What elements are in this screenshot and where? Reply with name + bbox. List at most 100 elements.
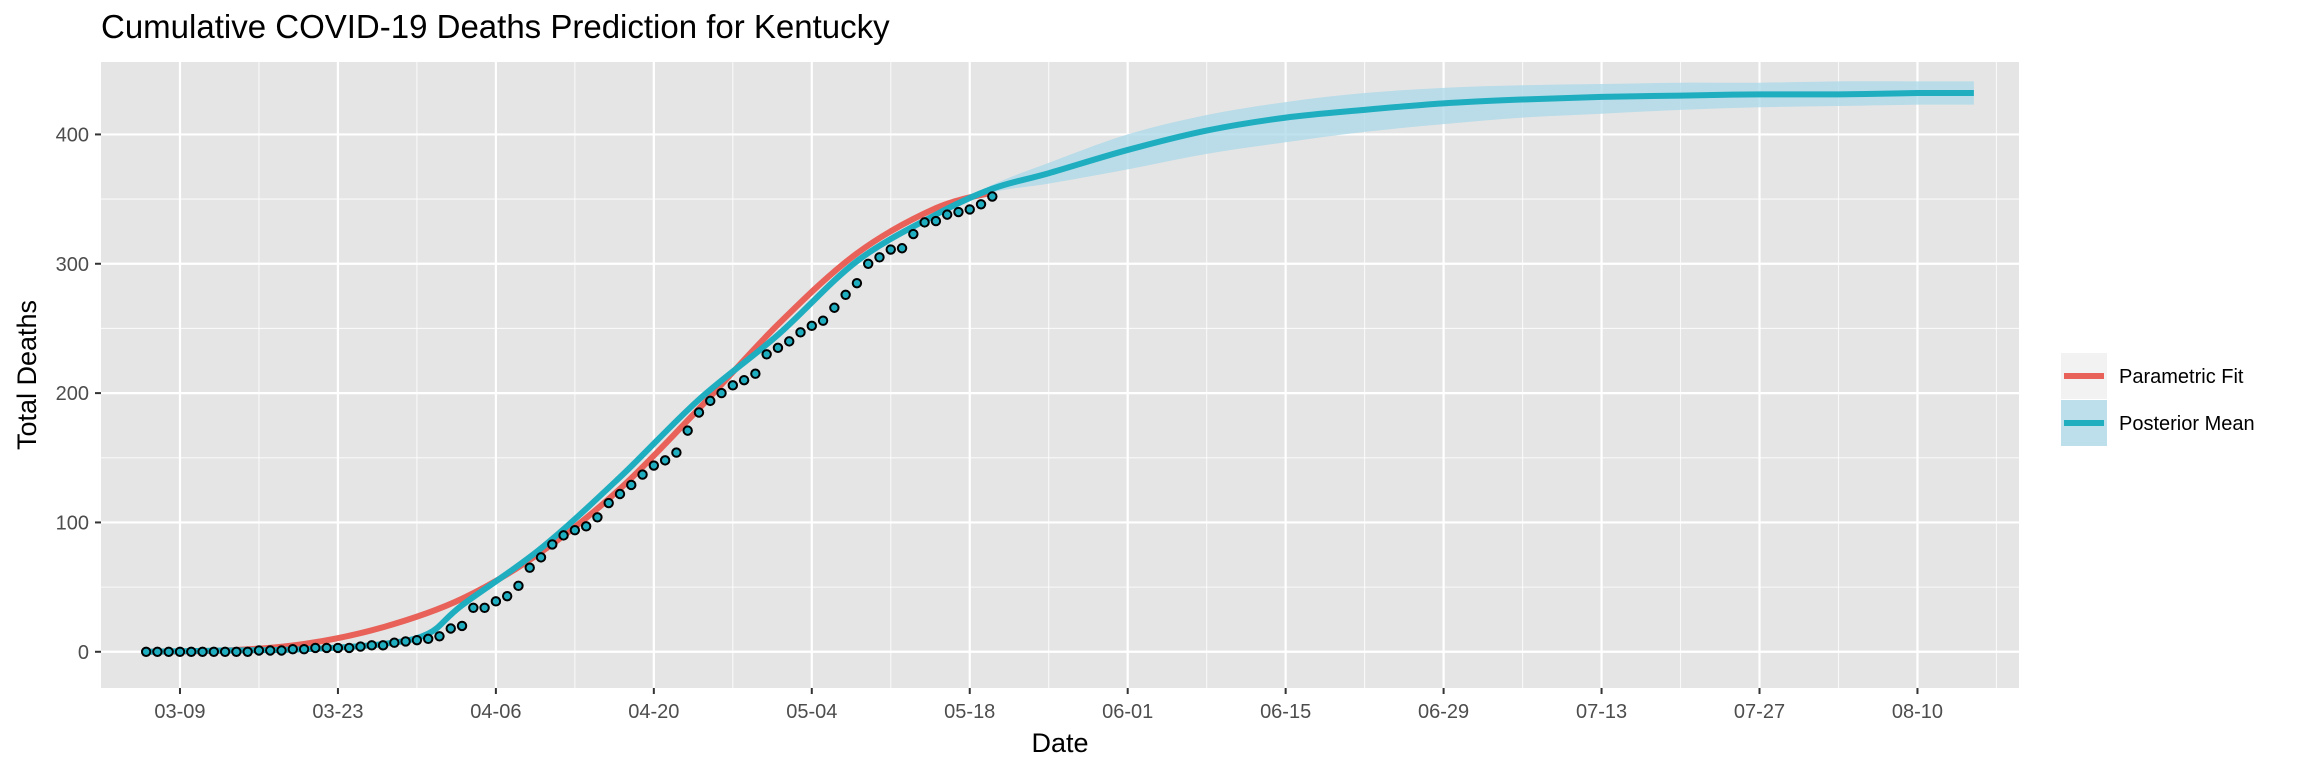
observed-point [896,243,908,254]
observed-point [772,342,784,354]
posterior-mean-line [146,89,1974,655]
y-tick-label: 400 [56,124,89,146]
observed-point [219,646,231,657]
observed-point [953,206,964,218]
observed-point [659,455,671,466]
observed-point [298,643,310,655]
x-tick-label: 05-18 [944,701,995,723]
observed-point [716,387,727,399]
observed-point [727,380,739,391]
x-tick-label: 08-10 [1892,701,1943,723]
observed-point [445,623,456,634]
y-tick-label: 200 [56,383,89,405]
observed-point [806,320,817,332]
observed-point [208,646,220,657]
x-tick-label: 04-20 [628,701,679,723]
observed-point [501,590,513,602]
observed-point [738,374,750,386]
observed-point [829,302,840,313]
observed-point [535,552,547,563]
observed-point [964,204,975,215]
observed-point [310,642,321,654]
observed-point [276,645,287,656]
observed-point [265,645,276,656]
observed-point [671,447,682,458]
observed-point [422,633,434,645]
legend-label: Posterior Mean [2119,413,2255,435]
y-axis-title: Total Deaths [12,300,42,450]
observed-point [332,642,344,654]
x-tick-label: 04-06 [470,701,521,723]
legend-label: Parametric Fit [2119,366,2244,388]
observed-point [930,215,942,227]
observed-point [411,634,423,646]
observed-point [885,244,896,255]
observed-points [140,191,998,657]
observed-point [626,479,637,491]
observed-point [140,646,152,657]
observed-point [434,631,445,642]
x-tick-label: 07-13 [1576,701,1627,723]
observed-point [152,646,163,657]
observed-point [389,637,400,648]
legend: Parametric Fit Posterior Mean [2061,353,2255,446]
y-tick-label: 100 [56,512,89,534]
x-tick-label: 05-04 [786,701,837,723]
observed-point [784,336,795,347]
observed-point [817,315,829,326]
observed-point [682,425,693,436]
observed-point [287,643,298,655]
observed-point [524,562,535,573]
observed-point [975,199,987,210]
observed-point [197,646,208,657]
observed-point [919,217,930,228]
y-tick-label: 300 [56,254,89,276]
x-tick-label: 03-09 [154,701,205,723]
observed-point [456,620,468,632]
observed-point [490,596,502,607]
observed-point [580,521,592,532]
observed-point [750,368,761,379]
x-tick-label: 07-27 [1734,701,1785,723]
observed-point [547,539,558,550]
observed-point [344,642,355,654]
observed-point [321,642,332,654]
observed-point [355,641,366,652]
y-tick-label: 0 [78,642,89,664]
observed-point [941,209,953,220]
observed-point [174,646,186,657]
observed-point [366,640,377,651]
x-tick-label: 03-23 [312,701,363,723]
observed-point [163,646,174,657]
plot-panel [101,62,2019,688]
observed-point [851,277,863,289]
observed-point [400,636,411,647]
x-axis-title: Date [1031,728,1088,758]
y-axis-ticks: 0 100 200 300 400 [56,124,101,664]
observed-point [705,395,716,407]
x-axis-ticks: 03-09 03-23 04-06 04-20 05-04 05-18 06-01 06-15… [154,688,1943,723]
observed-point [513,580,524,592]
observed-point [987,191,998,202]
x-tick-label: 06-15 [1260,701,1311,723]
chart-title: Cumulative COVID-19 Deaths Prediction fo… [101,8,890,45]
observed-point [479,602,490,614]
observed-point [761,349,772,360]
observed-point [592,512,603,523]
observed-point [231,646,242,657]
observed-point [186,646,197,657]
observed-point [874,252,885,263]
observed-point [648,460,660,471]
observed-point [840,289,851,301]
observed-point [468,602,479,614]
observed-point [908,228,919,240]
observed-point [569,525,581,536]
observed-point [603,497,614,509]
x-tick-label: 06-29 [1418,701,1469,723]
observed-point [242,646,253,657]
observed-point [253,645,265,656]
observed-point [614,488,626,500]
observed-point [863,258,874,269]
